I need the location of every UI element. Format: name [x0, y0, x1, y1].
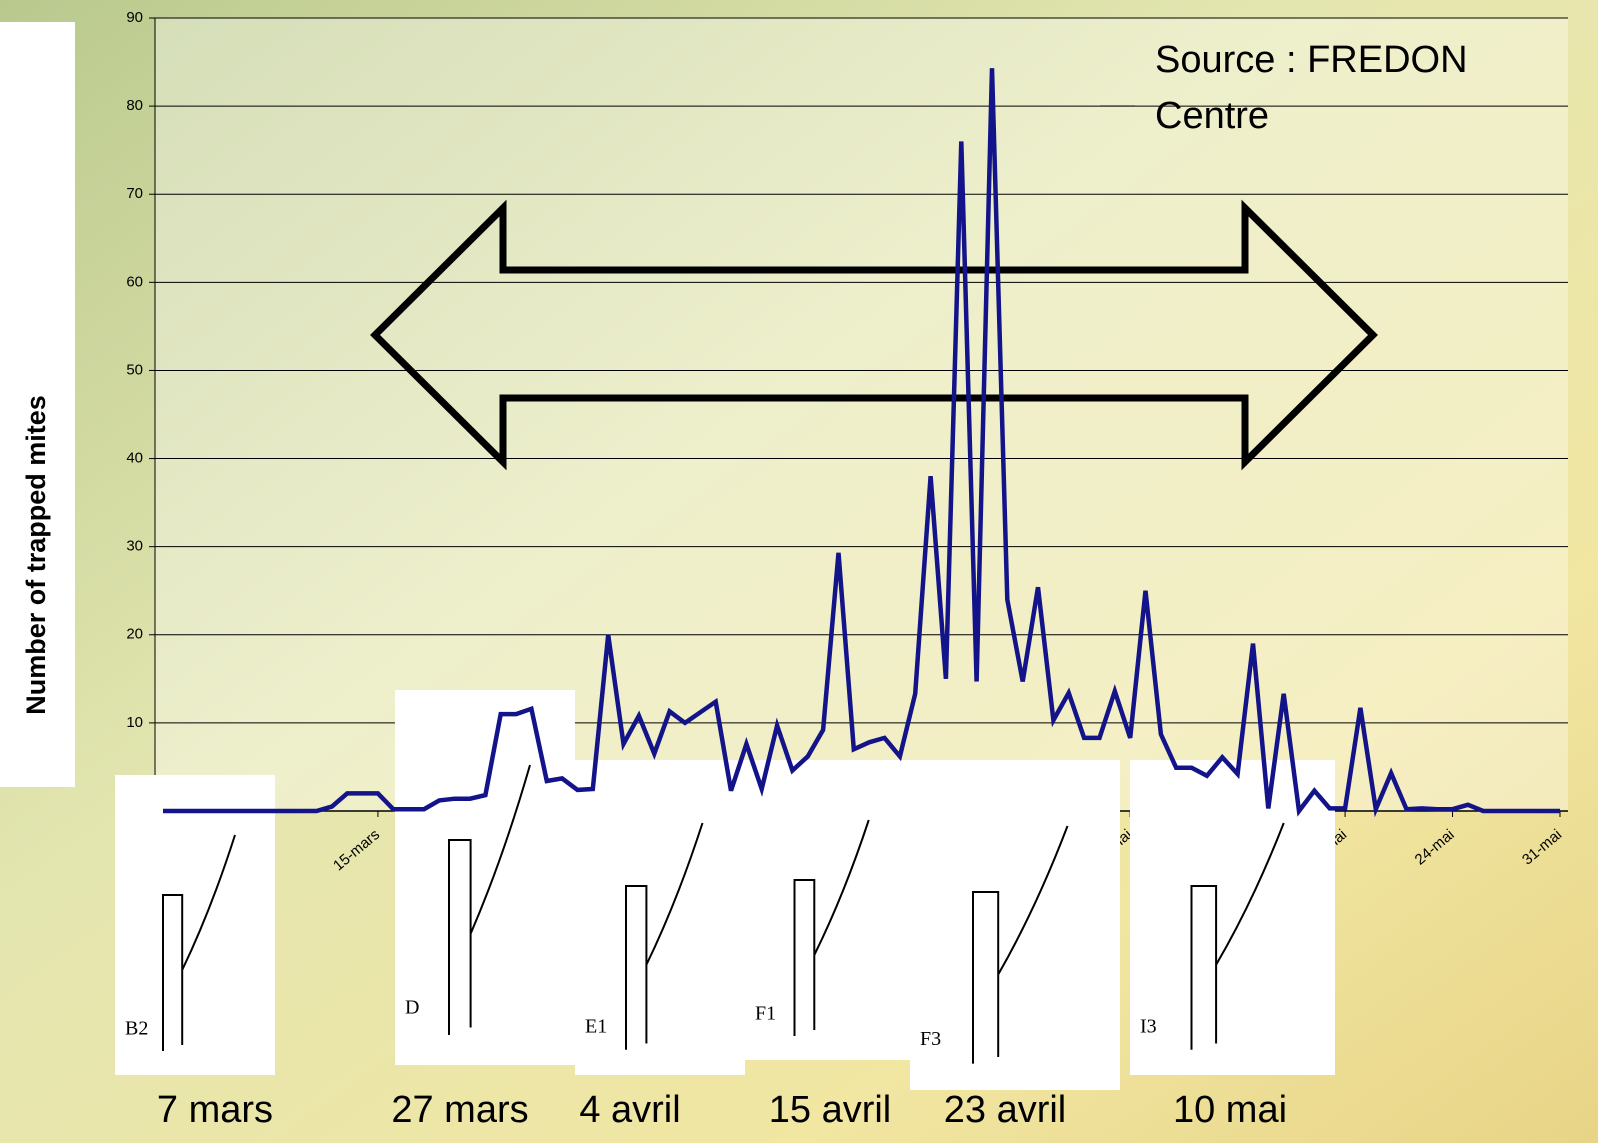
stage-code: D [405, 996, 419, 1018]
annotation-line: Centre [1155, 95, 1269, 137]
stage-drawing [448, 764, 531, 1035]
y-tick-label: 60 [126, 273, 143, 290]
stage-code: I3 [1140, 1015, 1157, 1037]
stage-date: 4 avril [579, 1089, 680, 1131]
annotation-line: Source : FREDON [1155, 39, 1468, 81]
stage-date: 27 mars [391, 1089, 528, 1131]
stage-drawing [625, 822, 704, 1050]
double-arrow [370, 199, 1378, 471]
stage-image [745, 760, 910, 1060]
stage-image [1130, 760, 1335, 1075]
data-line [163, 68, 1560, 818]
stage-code: F1 [755, 1003, 776, 1025]
stage-code: F3 [920, 1028, 941, 1050]
stage-code: E1 [585, 1015, 607, 1037]
plot-area [155, 18, 1568, 811]
stage-image [115, 775, 275, 1075]
stages: B2 7 mars D 27 mars E1 4 avril F1 15 avril F3 23 … [115, 690, 1335, 1131]
stage-image [575, 760, 745, 1075]
y-tick-label: 10 [126, 714, 143, 731]
stage-date: 7 mars [157, 1089, 273, 1131]
stage-image [395, 690, 575, 1065]
stage-drawing [162, 834, 236, 1051]
y-axis-label: Number of trapped mites [21, 395, 51, 715]
y-tick-label: 50 [126, 361, 143, 378]
stage-date: 15 avril [769, 1089, 892, 1131]
stage-drawing [972, 825, 1069, 1064]
stage-date: 23 avril [944, 1089, 1067, 1131]
y-tick-label: 40 [126, 450, 143, 467]
y-tick-label: 90 [126, 9, 143, 26]
y-tick-label: 80 [126, 97, 143, 114]
y-tick-label: 30 [126, 538, 143, 555]
ylabel-panel [0, 22, 75, 787]
stage-code: B2 [125, 1018, 148, 1040]
y-tick-label: 70 [126, 185, 143, 202]
y-tick-label: 20 [126, 626, 143, 643]
stage-date: 10 mai [1173, 1089, 1287, 1131]
stage-drawing [1190, 822, 1285, 1050]
stage-drawing [793, 819, 870, 1036]
stage-image [910, 760, 1120, 1090]
